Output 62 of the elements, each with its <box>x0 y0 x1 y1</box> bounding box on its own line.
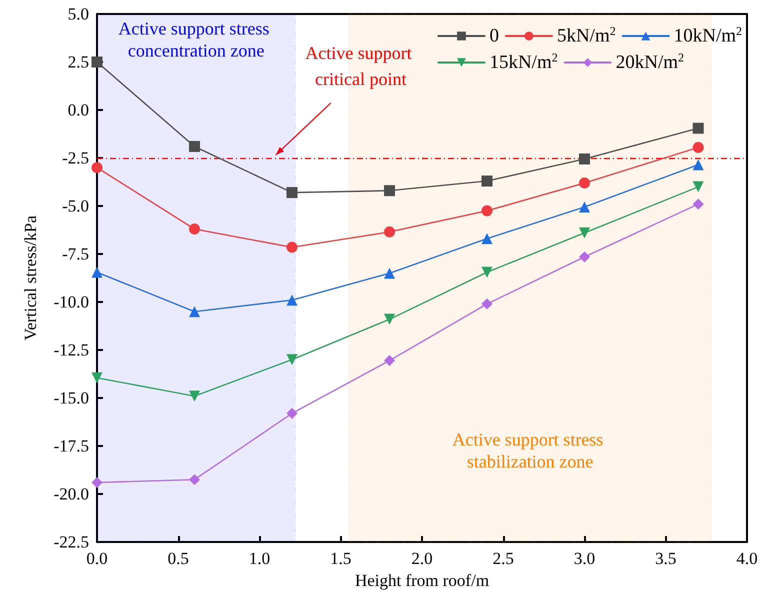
point <box>286 187 298 198</box>
point <box>482 176 492 187</box>
x-tick-label: 3.5 <box>655 549 676 568</box>
band-label: Active support stress stabilization zone <box>452 430 608 472</box>
point <box>92 372 102 384</box>
x-tick-label: 0.5 <box>168 549 189 568</box>
point <box>692 142 704 153</box>
point <box>92 476 102 488</box>
y-tick-label: -15.0 <box>54 388 89 408</box>
point <box>189 390 200 402</box>
point <box>189 140 200 152</box>
y-tick-label: -17.5 <box>54 436 89 456</box>
y-tick-label: -10.0 <box>54 292 89 312</box>
point <box>692 159 704 170</box>
point <box>384 226 395 238</box>
y-tick-label: 2.5 <box>68 52 89 72</box>
y-tick-label: -2.5 <box>62 148 89 168</box>
point <box>692 198 704 210</box>
x-axis-title: Height from roof/m <box>354 571 490 590</box>
point <box>579 153 590 164</box>
point <box>384 355 395 366</box>
point <box>482 205 492 216</box>
point <box>92 56 102 68</box>
point <box>482 233 492 244</box>
point <box>286 408 298 419</box>
y-tick-label: 5.0 <box>68 4 89 24</box>
y-tick-label: -7.5 <box>62 244 89 264</box>
point <box>384 314 395 325</box>
point <box>579 177 590 188</box>
x-tick-label: 2.5 <box>492 549 514 568</box>
y-tick-label: 0.0 <box>68 100 89 120</box>
point <box>482 298 492 310</box>
x-tick-label: 3.0 <box>574 549 596 568</box>
legend-label: 0 <box>489 26 499 46</box>
annotation: Active support critical point <box>305 43 416 89</box>
point <box>482 266 492 278</box>
point <box>286 242 298 253</box>
point <box>92 162 102 174</box>
point <box>579 201 590 212</box>
x-tick-label: 2.0 <box>411 549 433 568</box>
y-tick-label: -5.0 <box>62 196 89 216</box>
x-tick-label: 4.0 <box>736 549 758 568</box>
y-tick-label: -20.0 <box>54 484 89 504</box>
y-tick-label: -22.5 <box>54 532 89 552</box>
point <box>92 266 102 278</box>
point <box>189 474 200 486</box>
point <box>692 122 704 134</box>
point <box>286 294 298 306</box>
point <box>692 181 704 192</box>
point <box>384 268 395 279</box>
point <box>579 251 590 262</box>
x-tick-label: 0.0 <box>86 549 108 568</box>
point <box>189 224 200 235</box>
point <box>384 185 395 196</box>
x-tick-label: 1.5 <box>330 549 352 568</box>
point <box>579 227 590 238</box>
y-axis-title: Vertical stress/kPa <box>21 214 40 341</box>
y-tick-label: -12.5 <box>54 340 89 360</box>
x-tick-label: 1.0 <box>248 549 270 568</box>
point <box>189 306 200 318</box>
band-label: Active support stress concentration zone <box>118 18 274 60</box>
point <box>286 354 298 366</box>
